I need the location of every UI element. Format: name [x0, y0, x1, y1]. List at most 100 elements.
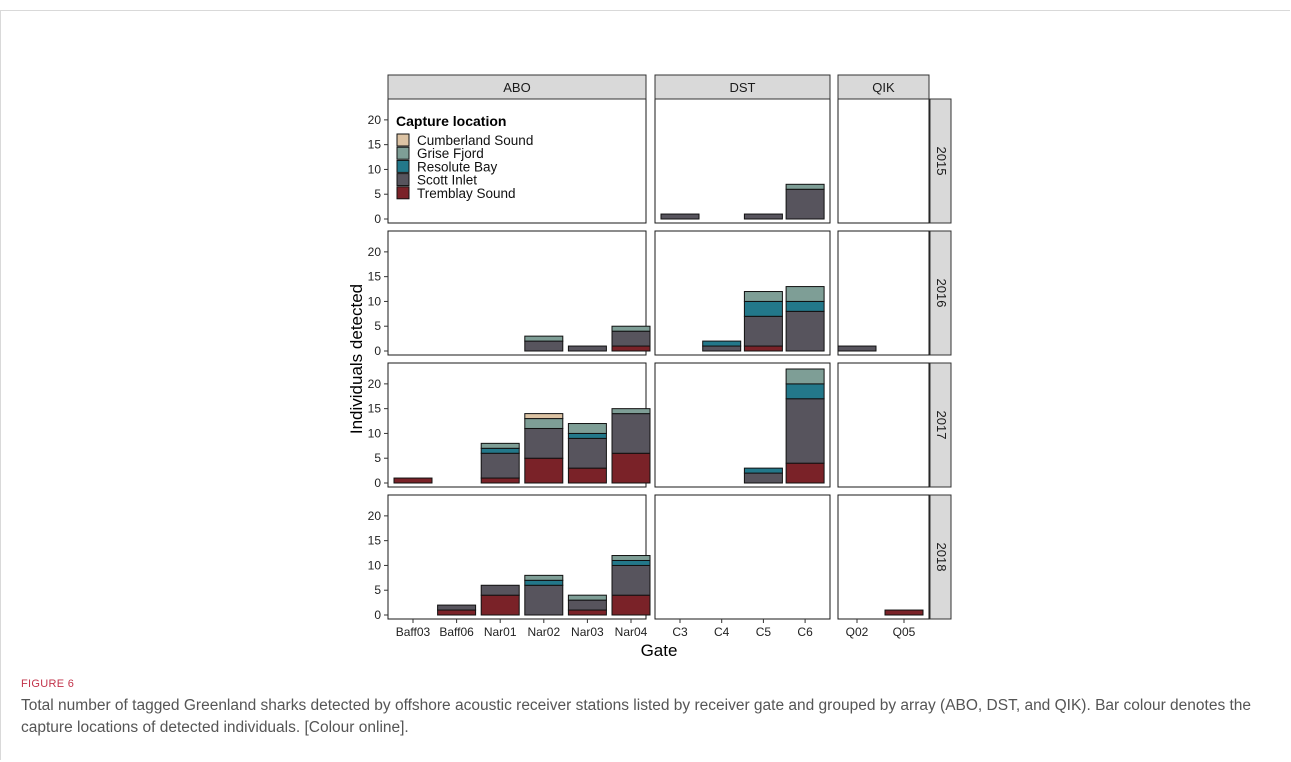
bar-2017-nar03-grise-fjord: [567, 423, 607, 434]
y-tick-label: 15: [368, 138, 382, 152]
y-tick-label: 20: [368, 113, 382, 127]
y-tick-label: 5: [374, 187, 381, 201]
strip-dst: [654, 74, 831, 100]
bar-2018-baff06-scott-inlet: [437, 604, 477, 611]
bar-2017-nar02-tremblay-sound: [524, 457, 564, 484]
bar-2016-c5-grise-fjord: [743, 291, 783, 302]
legend-swatch-cumberland-sound: [396, 133, 410, 147]
strip-label-year-2017: 2017: [934, 411, 949, 440]
bar-2016-c5-resolute-bay: [743, 300, 783, 317]
bar-2017-c6-grise-fjord: [785, 368, 825, 385]
bar-2016-c6-grise-fjord: [785, 286, 825, 302]
bar-2018-q05-tremblay-sound: [884, 609, 924, 616]
bar-2017-c5-resolute-bay: [743, 467, 783, 474]
bar-2018-nar03-tremblay-sound: [567, 609, 607, 616]
x-axis-label: Gate: [641, 641, 678, 660]
x-tick-label-q02: Q02: [846, 625, 869, 639]
bar-2017-nar02-cumberland-sound: [524, 413, 564, 420]
y-tick-label: 15: [368, 270, 382, 284]
panel-qik-2018: [837, 494, 930, 620]
bar-2018-nar02-grise-fjord: [524, 574, 564, 581]
x-tick-label-nar03: Nar03: [571, 625, 604, 639]
x-tick-label-nar01: Nar01: [484, 625, 517, 639]
chart-panels: [387, 98, 930, 620]
strip-label-year-2018: 2018: [934, 543, 949, 572]
bar-2018-nar03-grise-fjord: [567, 594, 607, 601]
panel-abo-2016: [387, 230, 647, 356]
bar-2017-nar01-tremblay-sound: [480, 477, 520, 484]
bar-2016-q02-scott-inlet: [837, 345, 877, 352]
bar-2016-c4-resolute-bay: [702, 340, 742, 347]
legend-label-cumberland-sound: Cumberland Sound: [417, 133, 533, 148]
bar-2018-nar04-tremblay-sound: [611, 594, 651, 616]
bar-2016-nar02-scott-inlet: [524, 340, 564, 352]
bar-2017-c5-scott-inlet: [743, 472, 783, 484]
bar-2017-c6-tremblay-sound: [785, 462, 825, 484]
panel-abo-2015: [387, 98, 647, 224]
panel-qik-2016: [837, 230, 930, 356]
legend-swatch-scott-inlet: [396, 173, 410, 187]
y-tick-label: 0: [374, 344, 381, 358]
y-tick-label: 20: [368, 509, 382, 523]
figure-label: FIGURE 6: [21, 678, 75, 690]
y-tick-label: 0: [374, 212, 381, 226]
y-tick-label: 20: [368, 377, 382, 391]
facet-strips: ABO DST QIK 2015 2016 2017 2018: [387, 74, 952, 620]
legend-label-grise-fjord: Grise Fjord: [417, 146, 484, 161]
legend-swatch-grise-fjord: [396, 146, 410, 160]
bar-2015-c6-scott-inlet: [785, 188, 825, 220]
bar-2017-nar03-tremblay-sound: [567, 467, 607, 484]
legend-label-scott-inlet: Scott Inlet: [417, 173, 477, 188]
x-tick-label-q05: Q05: [893, 625, 916, 639]
axis-layer: 0 5 10 15 20 0 5 10 15 20 0 5 10 15 20 0 5 10 15 20 Baff03 Ba…: [368, 113, 916, 639]
legend-label-resolute-bay: Resolute Bay: [417, 159, 498, 174]
bar-2017-nar02-grise-fjord: [524, 418, 564, 429]
bar-2018-nar02-resolute-bay: [524, 579, 564, 586]
strip-year-2017: [929, 362, 952, 488]
figure-caption: Total number of tagged Greenland sharks …: [21, 697, 1252, 736]
bar-2016-nar03-scott-inlet: [567, 345, 607, 352]
legend-title: Capture location: [396, 113, 506, 129]
panel-qik-2017: [837, 362, 930, 488]
strip-year-2015: [929, 98, 952, 224]
y-tick-label: 15: [368, 402, 382, 416]
y-tick-label: 20: [368, 245, 382, 259]
bar-2017-c6-scott-inlet: [785, 398, 825, 464]
bar-2017-nar04-tremblay-sound: [611, 452, 651, 484]
y-tick-label: 15: [368, 534, 382, 548]
bar-2018-nar04-resolute-bay: [611, 559, 651, 566]
bar-2018-nar03-scott-inlet: [567, 599, 607, 611]
bar-2016-c6-scott-inlet: [785, 310, 825, 352]
bar-2016-c5-tremblay-sound: [743, 345, 783, 352]
y-tick-label: 10: [368, 426, 382, 440]
figure-frame: [0, 10, 1290, 760]
bar-2016-nar04-grise-fjord: [611, 325, 651, 332]
bar-2018-baff06-tremblay-sound: [437, 609, 477, 616]
y-axis-label: Individuals detected: [347, 284, 366, 434]
panel-qik-2015: [837, 98, 930, 224]
y-tick-label: 10: [368, 294, 382, 308]
y-tick-label: 5: [374, 583, 381, 597]
bar-layer: [393, 183, 924, 616]
strip-year-2016: [929, 230, 952, 356]
bar-2018-nar01-scott-inlet: [480, 584, 520, 596]
bar-2018-nar04-grise-fjord: [611, 555, 651, 561]
panel-dst-2018: [654, 494, 831, 620]
y-tick-label: 0: [374, 608, 381, 622]
bar-2016-nar04-tremblay-sound: [611, 345, 651, 352]
x-tick-label-nar02: Nar02: [527, 625, 560, 639]
bar-2018-nar02-scott-inlet: [524, 584, 564, 616]
x-tick-label-baff03: Baff03: [396, 625, 431, 639]
bar-2015-c3-scott-inlet: [660, 213, 700, 220]
legend-swatch-tremblay-sound: [396, 186, 410, 200]
y-tick-label: 10: [368, 558, 382, 572]
bar-2018-nar04-scott-inlet: [611, 564, 651, 596]
y-tick-label: 5: [374, 319, 381, 333]
x-tick-label-c5: C5: [756, 625, 772, 639]
bar-2017-nar04-scott-inlet: [611, 413, 651, 454]
y-tick-label: 0: [374, 476, 381, 490]
strip-label-year-2015: 2015: [934, 147, 949, 176]
x-tick-label-c4: C4: [714, 625, 730, 639]
bar-2017-c6-resolute-bay: [785, 383, 825, 400]
